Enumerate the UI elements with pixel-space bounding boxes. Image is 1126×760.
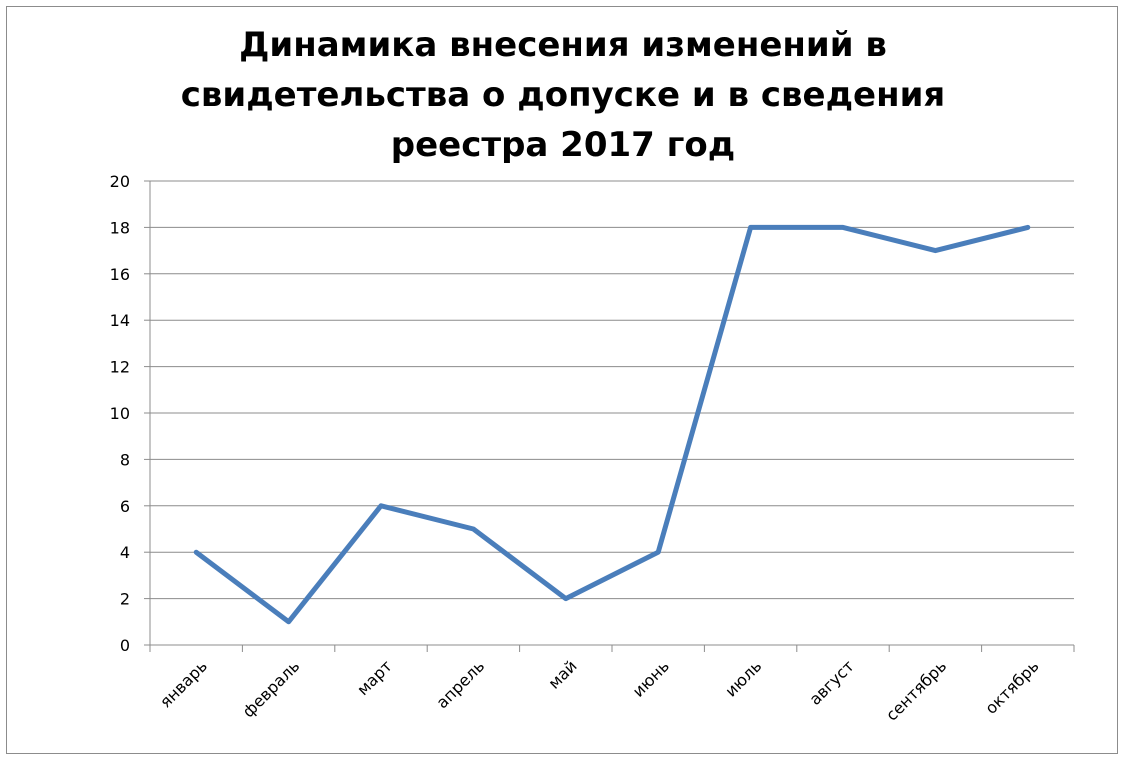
chart-title-line-2: свидетельства о допуске и в сведения [180,75,946,115]
data-point [842,226,844,228]
data-point [195,551,197,553]
y-tick-label: 14 [110,311,130,330]
x-tick-label: май [544,656,580,692]
data-point [934,250,936,252]
x-tick-label: июль [721,656,765,700]
data-point [288,621,290,623]
x-tick-label: апрель [432,656,488,712]
x-tick-label: октябрь [981,656,1042,717]
data-point [1027,226,1029,228]
y-tick-label: 2 [120,590,130,609]
y-tick-label: 12 [110,358,130,377]
y-tick-label: 8 [120,450,130,469]
data-point [565,598,567,600]
chart-title-line-3: реестра 2017 год [390,125,736,165]
x-tick-label: январь [156,656,211,711]
data-point [750,226,752,228]
chart-title-line-1: Динамика внесения изменений в [239,25,887,65]
data-point [472,528,474,530]
x-tick-label: август [805,656,857,708]
gridlines [150,180,1074,600]
x-tick-label: июнь [629,656,673,700]
y-tick-label: 20 [110,172,130,191]
data-point [657,551,659,553]
y-tick-label: 6 [120,497,130,516]
chart-title: Динамика внесения изменений в свидетельс… [0,20,1126,170]
series-layer [193,224,1031,625]
x-tick-label: февраль [239,656,304,721]
y-tick-label: 18 [110,218,130,237]
y-tick-label: 4 [120,543,130,562]
data-point [380,505,382,507]
series-line [193,224,1031,625]
x-axis-ticks: январь февраль март апрель май июнь июль август… [149,645,1075,725]
y-axis-ticks: 0 2 4 6 8 10 12 14 16 18 20 [110,172,150,655]
y-tick-label: 0 [120,636,130,655]
chart-frame [6,6,1118,754]
x-tick-label: март [353,656,396,699]
y-tick-label: 10 [110,404,130,423]
y-tick-label: 16 [110,265,130,284]
x-tick-label: сентябрь [882,656,950,724]
